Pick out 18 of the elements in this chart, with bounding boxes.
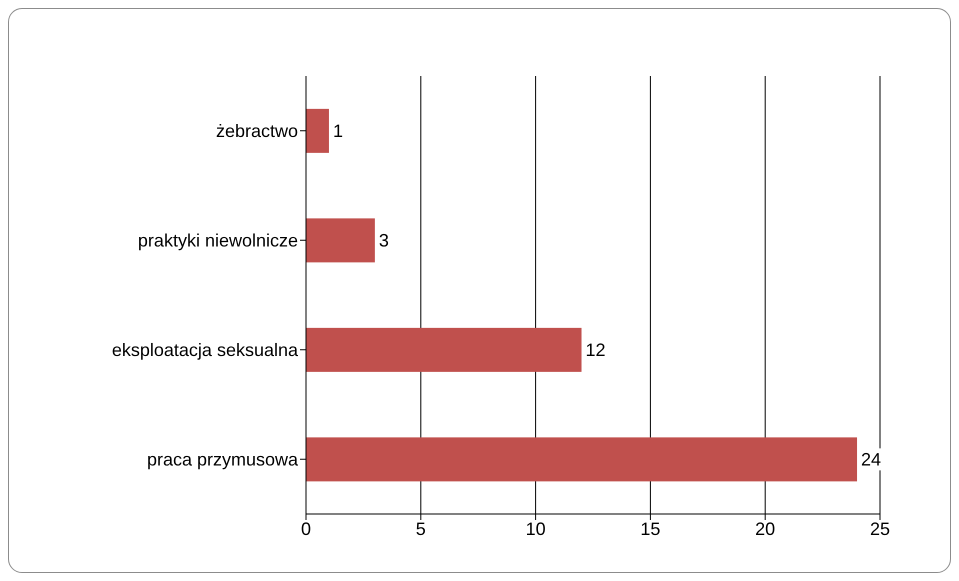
data-label: 1 [332,121,343,142]
x-tick-label: 15 [640,518,660,539]
bar [306,437,858,482]
x-tick-label: 0 [300,518,312,539]
y-tick-label: żebractwo [216,121,298,142]
bar [306,218,375,262]
data-label: 12 [586,340,606,360]
y-tick-label: eksploatacja seksualna [112,340,299,360]
bar [306,328,582,372]
data-label: 24 [861,450,882,470]
bar [306,108,329,153]
x-tick-label: 25 [870,518,890,539]
x-tick-label: 5 [416,518,426,539]
y-tick-label: praca przymusowa [146,450,299,470]
x-tick-label: 10 [526,518,546,539]
data-label: 3 [378,230,389,251]
x-tick-label: 20 [755,518,776,539]
y-tick-label: praktyki niewolnicze [138,230,298,251]
